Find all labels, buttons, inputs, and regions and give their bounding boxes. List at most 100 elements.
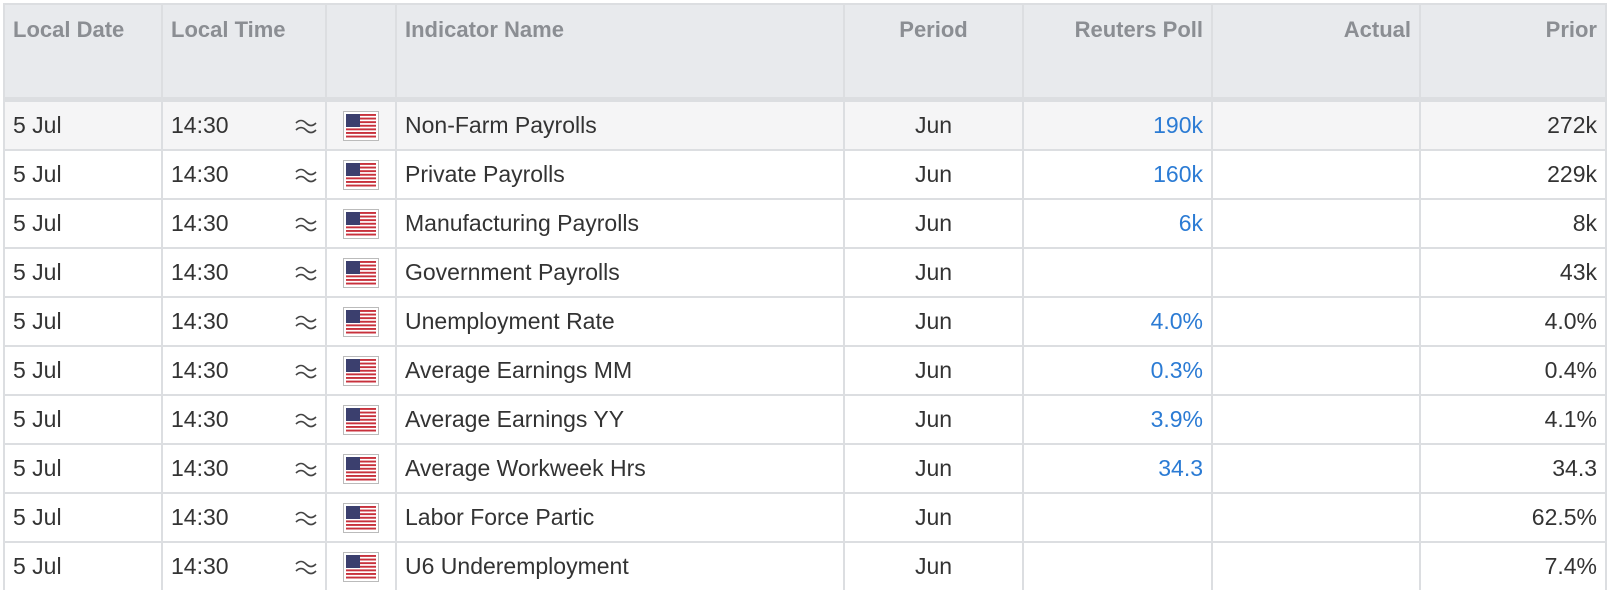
- prior-cell: 43k: [1419, 247, 1607, 298]
- table-body: 5 Jul 14:30 Non-Farm Payrolls Jun 190k 272k 5 …: [3, 97, 1607, 590]
- time-text: 14:30: [171, 210, 229, 236]
- time-text: 14:30: [171, 357, 229, 383]
- date-cell: 5 Jul: [3, 149, 163, 200]
- time-cell: 14:30: [161, 492, 327, 543]
- time-cell: 14:30: [161, 296, 327, 347]
- approx-icon: [295, 462, 317, 476]
- time-wrap: 14:30: [171, 112, 317, 139]
- date-cell: 5 Jul: [3, 247, 163, 298]
- period-cell: Jun: [843, 492, 1024, 543]
- time-cell: 14:30: [161, 541, 327, 590]
- indicator-cell: Manufacturing Payrolls: [395, 198, 845, 249]
- table-row: 5 Jul 14:30 Unemployment Rate Jun 4.0% 4.0%: [3, 296, 1607, 347]
- indicator-cell: Average Earnings MM: [395, 345, 845, 396]
- actual-cell: [1211, 247, 1421, 298]
- indicator-cell: Average Earnings YY: [395, 394, 845, 445]
- actual-cell: [1211, 198, 1421, 249]
- time-text: 14:30: [171, 161, 229, 187]
- us-flag: [343, 355, 379, 386]
- table-row: 5 Jul 14:30 Manufacturing Payrolls Jun 6k 8k: [3, 198, 1607, 249]
- actual-cell: [1211, 492, 1421, 543]
- flag-cell: [325, 296, 397, 347]
- prior-cell: 272k: [1419, 97, 1607, 151]
- prior-cell: 4.1%: [1419, 394, 1607, 445]
- time-cell: 14:30: [161, 394, 327, 445]
- actual-cell: [1211, 345, 1421, 396]
- calendar-table: Local Date Local Time Indicator Name Per…: [3, 3, 1607, 590]
- period-cell: Jun: [843, 345, 1024, 396]
- poll-cell: 3.9%: [1022, 394, 1213, 445]
- poll-cell: [1022, 492, 1213, 543]
- date-cell: 5 Jul: [3, 296, 163, 347]
- prior-cell: 4.0%: [1419, 296, 1607, 347]
- header-cell: Local Date: [3, 3, 163, 101]
- time-text: 14:30: [171, 504, 229, 530]
- header-cell: Indicator Name: [395, 3, 845, 101]
- approx-icon: [295, 315, 317, 329]
- poll-cell: 6k: [1022, 198, 1213, 249]
- page: Local Date Local Time Indicator Name Per…: [0, 3, 1608, 590]
- flag-cell: [325, 394, 397, 445]
- header-cell: Prior: [1419, 3, 1607, 101]
- table-row: 5 Jul 14:30 Private Payrolls Jun 160k 229k: [3, 149, 1607, 200]
- date-cell: 5 Jul: [3, 492, 163, 543]
- time-text: 14:30: [171, 259, 229, 285]
- approx-icon: [295, 413, 317, 427]
- us-flag: [343, 159, 379, 190]
- table-row: 5 Jul 14:30 U6 Underemployment Jun 7.4%: [3, 541, 1607, 590]
- poll-cell: 190k: [1022, 97, 1213, 151]
- date-cell: 5 Jul: [3, 97, 163, 151]
- time-cell: 14:30: [161, 97, 327, 151]
- period-cell: Jun: [843, 149, 1024, 200]
- flag-cell: [325, 247, 397, 298]
- us-flag: [343, 257, 379, 288]
- time-cell: 14:30: [161, 247, 327, 298]
- poll-cell: 0.3%: [1022, 345, 1213, 396]
- flag-cell: [325, 345, 397, 396]
- date-cell: 5 Jul: [3, 541, 163, 590]
- actual-cell: [1211, 149, 1421, 200]
- time-wrap: 14:30: [171, 455, 317, 482]
- period-cell: Jun: [843, 198, 1024, 249]
- prior-cell: 0.4%: [1419, 345, 1607, 396]
- approx-icon: [295, 119, 317, 133]
- approx-icon: [295, 511, 317, 525]
- approx-icon: [295, 364, 317, 378]
- indicator-cell: Private Payrolls: [395, 149, 845, 200]
- prior-cell: 62.5%: [1419, 492, 1607, 543]
- table-row: 5 Jul 14:30 Non-Farm Payrolls Jun 190k 272k: [3, 97, 1607, 151]
- poll-cell: 34.3: [1022, 443, 1213, 494]
- indicator-cell: Average Workweek Hrs: [395, 443, 845, 494]
- time-cell: 14:30: [161, 149, 327, 200]
- flag-cell: [325, 149, 397, 200]
- approx-icon: [295, 217, 317, 231]
- time-cell: 14:30: [161, 443, 327, 494]
- poll-cell: [1022, 247, 1213, 298]
- us-flag: [343, 453, 379, 484]
- time-wrap: 14:30: [171, 308, 317, 335]
- flag-cell: [325, 541, 397, 590]
- prior-cell: 7.4%: [1419, 541, 1607, 590]
- period-cell: Jun: [843, 247, 1024, 298]
- date-cell: 5 Jul: [3, 198, 163, 249]
- time-text: 14:30: [171, 455, 229, 481]
- flag-cell: [325, 443, 397, 494]
- time-text: 14:30: [171, 308, 229, 334]
- table-row: 5 Jul 14:30 Average Earnings YY Jun 3.9% 4.1%: [3, 394, 1607, 445]
- us-flag: [343, 404, 379, 435]
- header-cell: Local Time: [161, 3, 327, 101]
- table-row: 5 Jul 14:30 Average Workweek Hrs Jun 34.3 34.…: [3, 443, 1607, 494]
- header-cell: Reuters Poll: [1022, 3, 1213, 101]
- time-wrap: 14:30: [171, 210, 317, 237]
- period-cell: Jun: [843, 541, 1024, 590]
- time-wrap: 14:30: [171, 553, 317, 580]
- indicator-cell: Unemployment Rate: [395, 296, 845, 347]
- us-flag: [343, 502, 379, 533]
- poll-cell: 4.0%: [1022, 296, 1213, 347]
- date-cell: 5 Jul: [3, 443, 163, 494]
- approx-icon: [295, 168, 317, 182]
- header-cell: [325, 3, 397, 101]
- poll-cell: 160k: [1022, 149, 1213, 200]
- approx-icon: [295, 266, 317, 280]
- poll-cell: [1022, 541, 1213, 590]
